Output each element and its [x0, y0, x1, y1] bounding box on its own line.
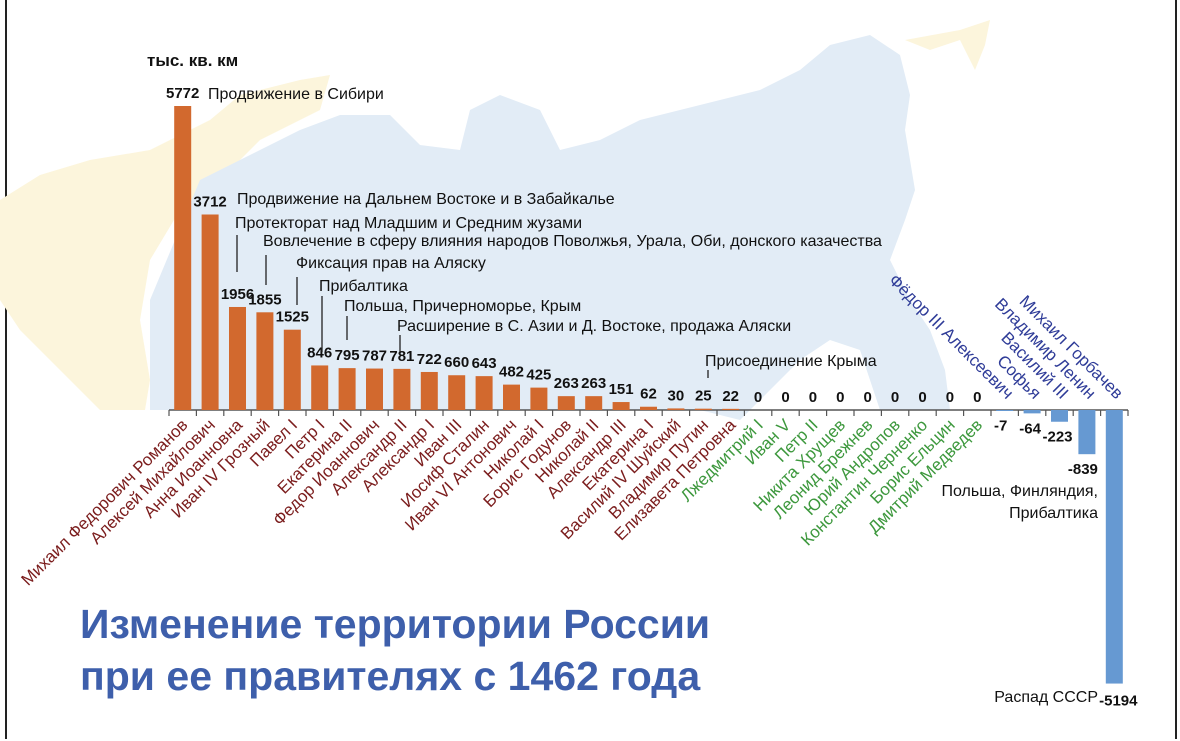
map-neighbors — [0, 75, 330, 410]
annotation: Фиксация прав на Аляску — [296, 255, 486, 272]
annotations: Продвижение в Сибири Продвижение на Дальн… — [208, 86, 1098, 706]
bar — [174, 106, 192, 410]
image-frame — [5, 0, 1177, 739]
background-map — [0, 20, 990, 420]
value-label: -839 — [1068, 461, 1098, 478]
bar — [311, 365, 329, 410]
annotation: Вовлечение в сферу влияния народов Повол… — [263, 233, 882, 250]
bar — [256, 312, 274, 410]
value-label: 1855 — [248, 291, 281, 308]
value-label: 0 — [754, 389, 762, 406]
value-label: 781 — [389, 348, 414, 365]
value-label: 263 — [554, 375, 579, 392]
bar — [503, 384, 520, 410]
value-label: 0 — [809, 389, 817, 406]
value-label: 62 — [640, 386, 657, 403]
value-label: -223 — [1042, 429, 1072, 446]
value-label: 0 — [946, 389, 954, 406]
chart-title-line-1: Изменение территории России — [80, 601, 711, 647]
bar — [1078, 410, 1096, 455]
bar — [448, 375, 466, 410]
map-russia — [150, 35, 950, 420]
bar — [722, 408, 740, 410]
value-label: 0 — [973, 389, 981, 406]
bar — [585, 396, 603, 410]
chart-title: Изменение территории России при ее прави… — [80, 598, 710, 702]
value-label: 795 — [335, 347, 360, 364]
value-label: -64 — [1019, 420, 1041, 437]
value-label: 660 — [444, 354, 469, 371]
value-label: 25 — [695, 388, 712, 405]
value-label: 263 — [581, 375, 606, 392]
annotation: Расширение в С. Азии и Д. Востоке, прода… — [397, 318, 791, 335]
bar — [530, 387, 548, 410]
annotation: Польша, Финляндия, Прибалтика — [942, 483, 1099, 522]
value-label: 846 — [307, 344, 332, 361]
bar — [475, 376, 493, 410]
x-axis — [168, 409, 1129, 416]
bar — [420, 371, 438, 410]
bar — [393, 368, 411, 410]
bar — [229, 306, 246, 410]
value-label: 1525 — [276, 309, 309, 326]
value-label: 0 — [891, 389, 899, 406]
value-label: 151 — [609, 381, 634, 398]
annotation: Продвижение в Сибири — [208, 86, 384, 103]
bar — [996, 410, 1014, 411]
annotation: Распад СССР — [994, 689, 1098, 706]
map-neighbors-east — [905, 20, 990, 70]
bar — [667, 408, 685, 410]
bar — [694, 408, 712, 410]
annotation: Протекторат над Младшим и Средним жузами — [235, 215, 582, 232]
value-label: 0 — [864, 389, 872, 406]
bar — [1023, 410, 1041, 414]
value-label: 22 — [722, 388, 739, 405]
value-label: 5772 — [166, 85, 199, 102]
annotation: Продвижение на Дальнем Востоке и в Забай… — [237, 191, 615, 208]
bar — [1105, 410, 1123, 684]
value-label: 30 — [668, 387, 685, 404]
value-label: 0 — [918, 389, 926, 406]
annotation: Прибалтика — [319, 278, 408, 295]
y-axis-unit-label: тыс. кв. км — [147, 51, 239, 70]
value-label: 643 — [472, 355, 497, 372]
value-label: -7 — [994, 417, 1007, 434]
value-label: 787 — [362, 348, 387, 365]
bars — [174, 106, 1123, 684]
value-label: 722 — [417, 351, 442, 368]
value-label: -5194 — [1099, 693, 1138, 710]
chart-title-line-2: при ее правителях с 1462 года — [80, 653, 701, 699]
value-label: 0 — [781, 389, 789, 406]
value-label: 482 — [499, 364, 524, 381]
bar — [338, 368, 356, 410]
annotation: Польша, Причерноморье, Крым — [344, 298, 581, 315]
bar — [640, 406, 657, 410]
bar — [283, 329, 301, 410]
bar — [612, 402, 630, 410]
bar — [201, 214, 219, 410]
value-label: 425 — [526, 367, 551, 384]
bar — [366, 368, 383, 410]
bar — [1051, 410, 1068, 422]
bar — [557, 396, 575, 410]
value-label: 1956 — [221, 286, 254, 303]
annotation: Присоединение Крыма — [705, 353, 877, 370]
value-label: 0 — [836, 389, 844, 406]
value-label: 3712 — [193, 193, 226, 210]
